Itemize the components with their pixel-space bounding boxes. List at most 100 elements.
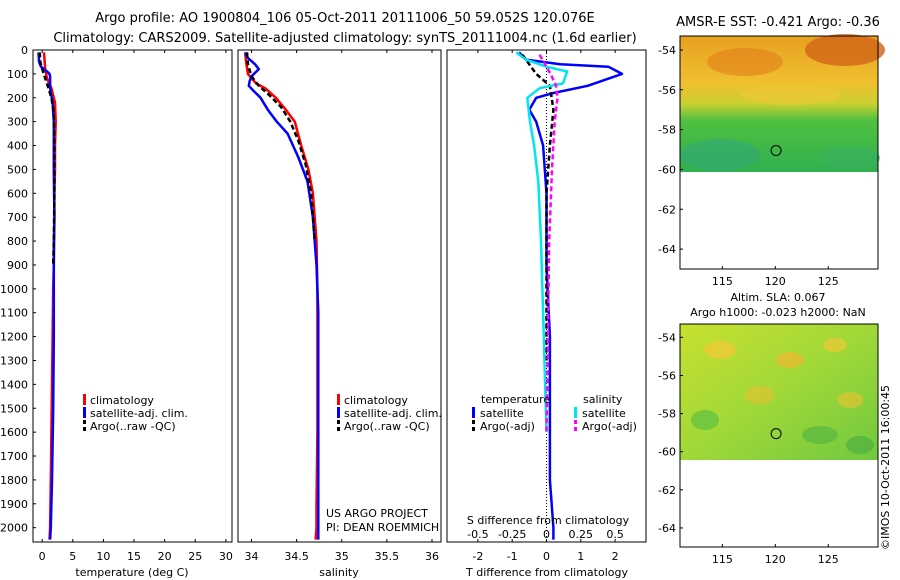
title-line-1: Argo profile: AO 1900804_106 05-Oct-2011… (95, 11, 594, 26)
legend-label-argo: Argo(..raw -QC) (344, 420, 430, 433)
cool-patch-west (680, 139, 760, 171)
legend-swatch-argo-b (337, 427, 340, 431)
depth-tick-label: 700 (7, 211, 28, 224)
salinity-axes (237, 49, 442, 543)
salinity-xlabel: salinity (319, 566, 359, 579)
sla-map-title-1: Altim. SLA: 0.067 (730, 291, 825, 304)
sst-map-panel: AMSR-E SST: -0.421 Argo: -0.36 -54 -56 -58… (658, 15, 885, 288)
depth-tick-label: 900 (7, 259, 28, 272)
lat-tick-label: -56 (658, 84, 676, 97)
x-tick-label: -1 (507, 550, 518, 563)
legend-header-temperature: temperature (481, 393, 550, 406)
lon-tick-label: 115 (712, 553, 733, 566)
legend-swatch-t-satellite (472, 407, 475, 418)
legend-swatch-argo (337, 420, 340, 424)
sst-map-title: AMSR-E SST: -0.421 Argo: -0.36 (676, 15, 880, 30)
salinity-lines (243, 51, 320, 540)
sla-map-panel: Altim. SLA: 0.067 Argo h1000: -0.023 h20… (658, 291, 879, 566)
legend-swatch-climatology (83, 394, 86, 405)
legend-label-climatology: climatology (90, 394, 154, 407)
sla-low-1 (691, 410, 719, 430)
s-diff-tick-label: 0 (543, 528, 550, 541)
depth-tick-label: 1600 (0, 426, 28, 439)
legend-swatch-s-argo-b (574, 427, 577, 431)
lat-tick-label: -56 (658, 369, 676, 382)
series-line-2 (515, 51, 569, 433)
legend-label-climatology: climatology (344, 394, 408, 407)
s-diff-tick-label: -0.25 (498, 528, 526, 541)
depth-tick-label: 1200 (0, 331, 28, 344)
depth-tick-label: 1800 (0, 474, 28, 487)
x-tick-label: 15 (127, 550, 141, 563)
sla-low-3 (846, 436, 874, 454)
depth-tick-label: 0 (21, 44, 28, 57)
lat-tick-label: -64 (658, 243, 676, 256)
s-diff-tick-label: 0.25 (569, 528, 594, 541)
project-label: US ARGO PROJECT (326, 507, 428, 520)
difference-legend: temperature salinity satellite Argo(-adj… (472, 393, 637, 433)
temperature-lines (37, 52, 57, 540)
series-line-2 (38, 52, 56, 266)
series-line-1 (244, 51, 320, 540)
temperature-axes (32, 49, 233, 543)
legend-label-t-argo: Argo(-adj) (480, 420, 535, 433)
depth-tick-label: 1000 (0, 283, 28, 296)
sla-map-axes (679, 323, 879, 548)
depth-tick-label: 100 (7, 68, 28, 81)
temperature-xlabel: temperature (deg C) (75, 566, 188, 579)
depth-tick-label: 1400 (0, 378, 28, 391)
x-tick-label: 34 (245, 550, 259, 563)
depth-tick-label: 1900 (0, 498, 28, 511)
sst-map-axes (679, 35, 879, 270)
legend-label-s-satellite: satellite (582, 407, 626, 420)
sla-field (680, 324, 878, 460)
argo-float-marker (770, 428, 782, 440)
mid-band (740, 85, 840, 105)
depth-tick-label: 2000 (0, 522, 28, 535)
depth-tick-label: 800 (7, 235, 28, 248)
x-tick-label: 35 (335, 550, 349, 563)
lat-tick-label: -54 (658, 331, 676, 344)
lon-tick-label: 120 (765, 553, 786, 566)
x-tick-label: 25 (188, 550, 202, 563)
depth-tick-label: 200 (7, 92, 28, 105)
lon-tick-label: 120 (765, 275, 786, 288)
series-line-1 (521, 54, 555, 361)
lat-tick-label: -62 (658, 203, 676, 216)
depth-tick-label: 300 (7, 116, 28, 129)
warm-patch-east (805, 34, 885, 66)
x-tick-label: 0 (39, 550, 46, 563)
sla-high-5 (837, 392, 863, 408)
difference-panel: -2 -1 0 1 2 -0.5 -0.25 0 0.25 0.5 T difference fr… (446, 49, 647, 579)
lon-tick-label: 125 (818, 553, 839, 566)
x-tick-label: 2 (612, 550, 619, 563)
sla-high-4 (745, 386, 775, 404)
legend-label-t-satellite: satellite (480, 407, 524, 420)
series-line-2 (245, 52, 316, 242)
s-diff-tick-label: -0.5 (467, 528, 488, 541)
x-tick-label: 0 (543, 550, 550, 563)
difference-x-ticks: -2 -1 0 1 2 -0.5 -0.25 0 0.25 0.5 (467, 50, 624, 563)
x-tick-label: 35.5 (375, 550, 400, 563)
imos-timestamp: ©IMOS 10-Oct-2011 16:00:45 (879, 385, 892, 550)
depth-tick-label: 1700 (0, 450, 28, 463)
lat-tick-label: -60 (658, 163, 676, 176)
legend-swatch-t-argo (472, 420, 475, 424)
t-difference-xlabel: T difference from climatology (465, 566, 628, 579)
lat-tick-label: -62 (658, 484, 676, 497)
x-tick-label: 10 (96, 550, 110, 563)
depth-tick-label: 600 (7, 187, 28, 200)
lon-tick-label: 125 (818, 275, 839, 288)
legend-swatch-s-argo (574, 420, 577, 424)
sla-map-title-2: Argo h1000: -0.023 h2000: NaN (690, 306, 866, 319)
x-tick-label: 36 (425, 550, 439, 563)
x-tick-label: 30 (219, 550, 233, 563)
sst-map-ticks: -54 -56 -58 -60 -62 -64 115 120 125 (658, 44, 839, 288)
difference-lines (515, 51, 624, 540)
sst-field (680, 34, 885, 172)
legend-label-argo: Argo(..raw -QC) (90, 420, 176, 433)
salinity-panel: 34 34.5 35 35.5 36 salinity climatology sate… (237, 49, 442, 579)
series-line-3 (538, 54, 559, 433)
s-diff-tick-label: 0.5 (606, 528, 624, 541)
